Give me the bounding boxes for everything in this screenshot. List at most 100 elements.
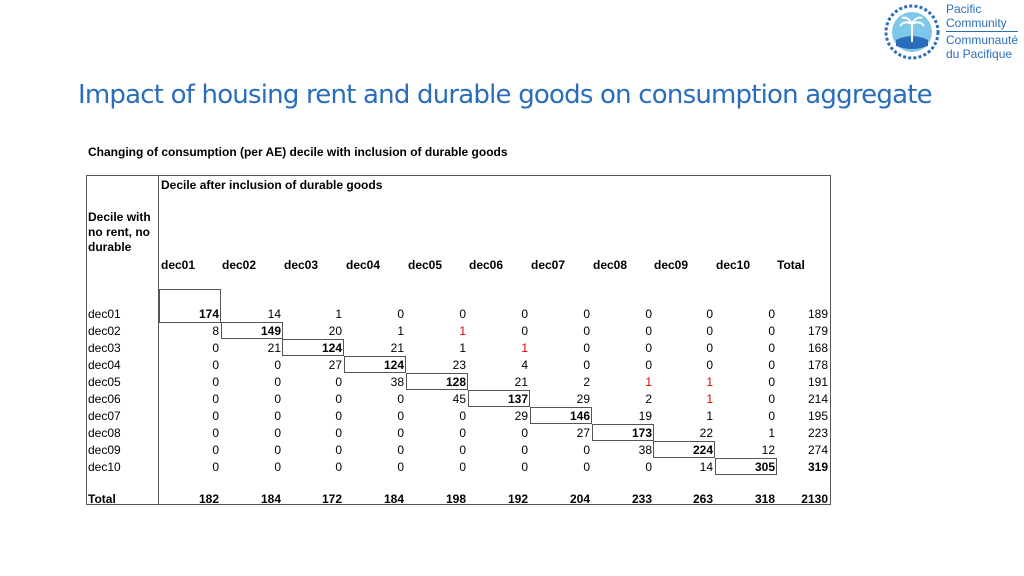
table-cell: 27 [328, 358, 342, 372]
logo-line-2: Community [946, 16, 1007, 30]
table-cell: 0 [335, 460, 342, 474]
column-header-dec01: dec01 [161, 258, 196, 272]
table-cell: 21 [390, 341, 404, 355]
table-cell: 224 [692, 443, 713, 457]
table-cell: 0 [459, 409, 466, 423]
diagonal-cell-box [715, 458, 777, 475]
table-cell: 1 [521, 341, 528, 355]
column-header-dec04: dec04 [346, 258, 381, 272]
diagonal-cell-box [282, 339, 344, 356]
column-group-header: Decile after inclusion of durable goods [161, 178, 383, 192]
table-cell: 0 [274, 358, 281, 372]
table-cell: 0 [335, 426, 342, 440]
diagonal-cell-box [653, 441, 715, 458]
table-cell: 0 [583, 358, 590, 372]
table-cell: 29 [576, 392, 590, 406]
table-cell: 2 [645, 392, 652, 406]
total-row-label: Total [88, 492, 116, 506]
total-cell: 184 [260, 492, 281, 506]
table-cell: 0 [583, 460, 590, 474]
table-cell: 0 [335, 392, 342, 406]
table-cell: 189 [807, 307, 828, 321]
table-cell: 179 [807, 324, 828, 338]
row-label-dec07: dec07 [88, 409, 121, 423]
table-cell: 0 [274, 426, 281, 440]
row-label-dec01: dec01 [88, 307, 121, 321]
diagonal-cell-box [468, 390, 530, 407]
column-header-dec07: dec07 [531, 258, 566, 272]
table-cell: 0 [645, 358, 652, 372]
table-cell: 0 [645, 324, 652, 338]
table-cell: 0 [706, 324, 713, 338]
pacific-community-logo: Pacific Community Communauté du Pacifiqu… [880, 0, 1024, 64]
table-cell: 0 [768, 375, 775, 389]
table-cell: 0 [274, 375, 281, 389]
table-cell: 1 [768, 426, 775, 440]
column-header-dec09: dec09 [654, 258, 689, 272]
table-cell: 124 [321, 341, 342, 355]
row-label-dec05: dec05 [88, 375, 121, 389]
table-cell: 0 [459, 307, 466, 321]
table-cell: 146 [569, 409, 590, 423]
table-cell: 2 [583, 375, 590, 389]
table-cell: 0 [706, 341, 713, 355]
table-cell: 14 [267, 307, 281, 321]
row-label-dec06: dec06 [88, 392, 121, 406]
table-cell: 1 [645, 375, 652, 389]
table-cell: 14 [699, 460, 713, 474]
table-cell: 0 [768, 409, 775, 423]
table-cell: 4 [521, 358, 528, 372]
table-cell: 8 [212, 324, 219, 338]
table-cell: 0 [397, 443, 404, 457]
table-cell: 38 [390, 375, 404, 389]
table-cell: 45 [452, 392, 466, 406]
table-cell: 22 [699, 426, 713, 440]
table-cell: 1 [706, 375, 713, 389]
table-subtitle: Changing of consumption (per AE) decile … [88, 145, 508, 159]
page-title: Impact of housing rent and durable goods… [78, 80, 933, 110]
table-cell: 0 [583, 324, 590, 338]
table-cell: 0 [397, 426, 404, 440]
table-cell: 0 [521, 426, 528, 440]
table-frame [86, 175, 831, 505]
table-cell: 1 [335, 307, 342, 321]
diagonal-cell-box [530, 407, 592, 424]
row-group-header: Decile with no rent, no durable [88, 210, 151, 254]
table-cell: 0 [521, 443, 528, 457]
table-cell: 0 [397, 392, 404, 406]
table-cell: 0 [397, 307, 404, 321]
table-cell: 214 [807, 392, 828, 406]
table-cell: 21 [514, 375, 528, 389]
table-cell: 178 [807, 358, 828, 372]
total-cell: 184 [383, 492, 404, 506]
table-cell: 0 [706, 358, 713, 372]
diagonal-cell-box [344, 356, 406, 373]
table-cell: 23 [452, 358, 466, 372]
table-cell: 0 [274, 443, 281, 457]
table-cell: 173 [631, 426, 652, 440]
table-cell: 0 [768, 358, 775, 372]
table-cell: 27 [576, 426, 590, 440]
table-cell: 168 [807, 341, 828, 355]
table-cell: 0 [768, 341, 775, 355]
logo-line-4: du Pacifique [946, 47, 1013, 61]
table-cell: 0 [768, 324, 775, 338]
table-cell: 21 [267, 341, 281, 355]
column-header-dec03: dec03 [284, 258, 319, 272]
diagonal-cell-box [406, 373, 468, 390]
column-header-total: Total [777, 258, 805, 272]
total-cell: 318 [754, 492, 775, 506]
palm-tree-logo-icon [884, 4, 940, 60]
table-cell: 0 [459, 426, 466, 440]
column-header-dec10: dec10 [716, 258, 751, 272]
table-cell: 0 [212, 358, 219, 372]
table-divider [158, 175, 159, 505]
table-cell: 20 [328, 324, 342, 338]
table-cell: 0 [397, 460, 404, 474]
table-cell: 0 [645, 341, 652, 355]
table-cell: 29 [514, 409, 528, 423]
table-cell: 0 [274, 392, 281, 406]
table-cell: 223 [807, 426, 828, 440]
table-cell: 0 [397, 409, 404, 423]
table-cell: 191 [807, 375, 828, 389]
